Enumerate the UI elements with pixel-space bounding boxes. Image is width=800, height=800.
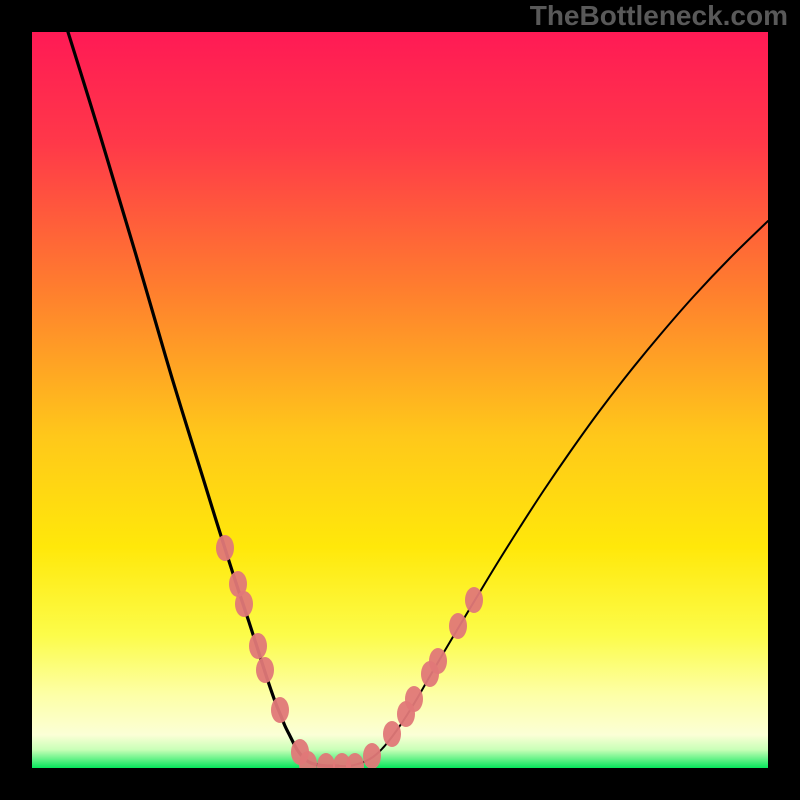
scatter-point: [317, 753, 335, 779]
chart-svg-layer: [0, 0, 800, 800]
curve-left: [68, 32, 338, 766]
scatter-point: [465, 587, 483, 613]
scatter-point: [235, 591, 253, 617]
scatter-point: [383, 721, 401, 747]
scatter-point: [256, 657, 274, 683]
scatter-point: [429, 648, 447, 674]
scatter-point: [299, 751, 317, 777]
scatter-point: [249, 633, 267, 659]
curve-right: [338, 221, 768, 766]
scatter-point: [346, 753, 364, 779]
scatter-point: [216, 535, 234, 561]
chart-frame: TheBottleneck.com: [0, 0, 800, 800]
scatter-point: [363, 743, 381, 769]
watermark-text: TheBottleneck.com: [530, 0, 788, 32]
scatter-point: [405, 686, 423, 712]
scatter-point: [271, 697, 289, 723]
scatter-point: [449, 613, 467, 639]
